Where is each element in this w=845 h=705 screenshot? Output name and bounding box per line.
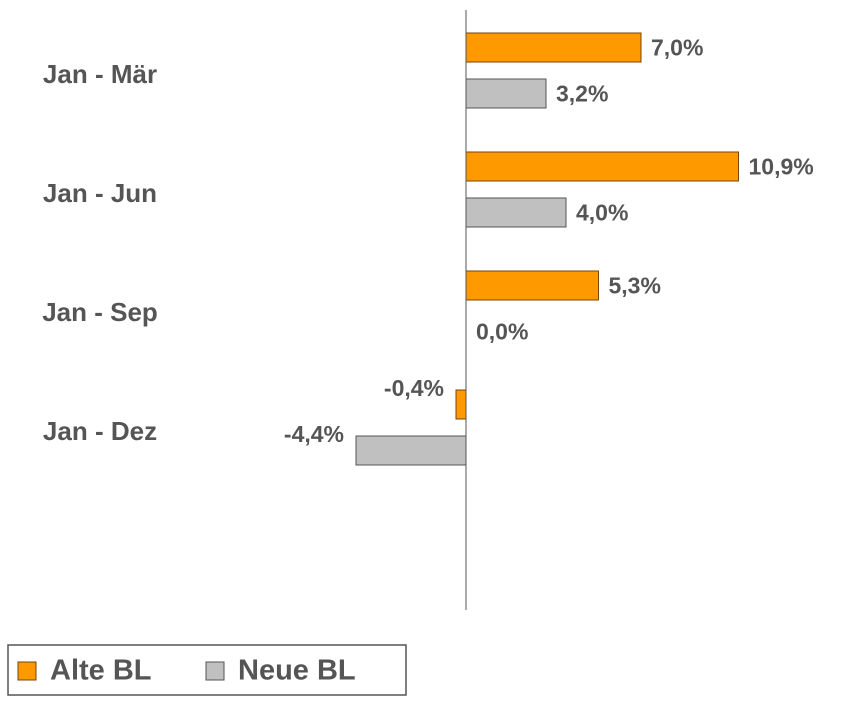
value-label: 4,0% — [576, 200, 628, 226]
legend-box — [7, 644, 407, 696]
bar — [465, 32, 642, 63]
value-label: -0,4% — [384, 375, 444, 401]
bar — [465, 270, 599, 301]
bar — [465, 78, 547, 109]
legend-label: Neue BL — [238, 655, 356, 687]
value-label: 10,9% — [749, 154, 814, 180]
legend-label: Alte BL — [50, 655, 152, 687]
category-label: Jan - Jun — [43, 178, 157, 208]
value-label: 3,2% — [556, 81, 608, 107]
category-label: Jan - Mär — [43, 59, 157, 89]
legend-swatch — [205, 661, 225, 681]
value-label: 7,0% — [651, 35, 703, 61]
category-label: Jan - Dez — [43, 416, 157, 446]
legend-swatch — [17, 661, 37, 681]
bar — [355, 435, 467, 466]
value-label: 0,0% — [476, 319, 528, 345]
bar — [465, 197, 567, 228]
value-label: -4,4% — [284, 421, 344, 447]
bar — [465, 151, 739, 182]
bar — [455, 389, 467, 420]
value-label: 5,3% — [609, 273, 661, 299]
category-label: Jan - Sep — [42, 297, 158, 327]
